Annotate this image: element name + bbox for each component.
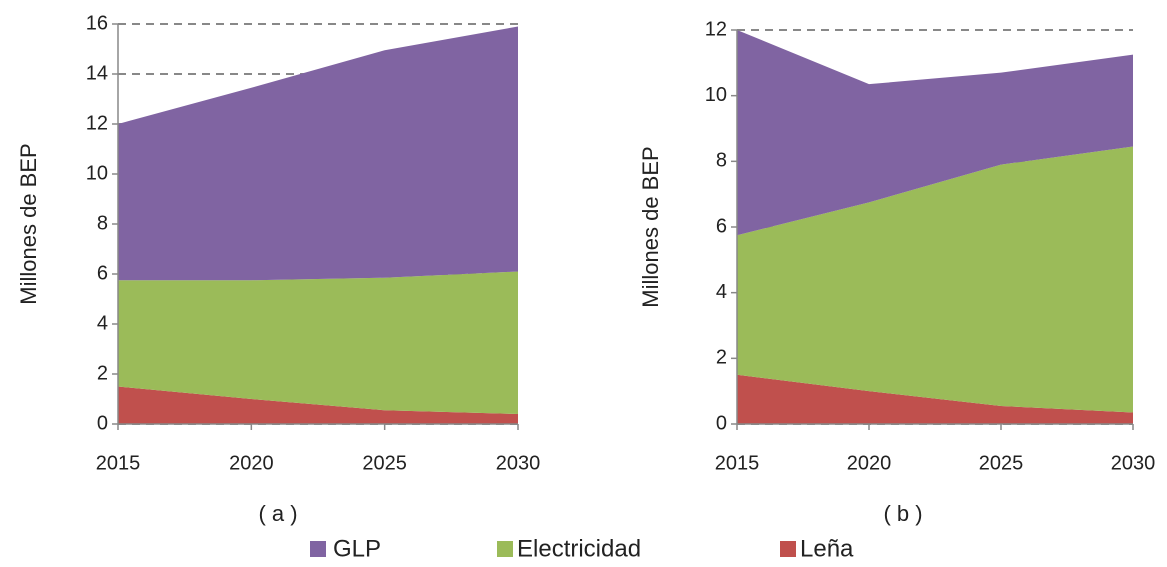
y-tick-label: 6: [716, 215, 727, 237]
x-tick-label: 2030: [496, 452, 541, 474]
legend-swatch: [780, 541, 796, 557]
area: [118, 271, 518, 414]
y-tick-label: 4: [716, 281, 727, 303]
x-tick-label: 2015: [96, 452, 141, 474]
y-tick-label: 0: [97, 412, 108, 434]
y-tick-label: 12: [705, 18, 727, 40]
x-tick-label: 2015: [715, 452, 760, 474]
caption: ( b ): [883, 501, 922, 526]
x-tick-label: 2025: [979, 452, 1024, 474]
y-tick-label: 16: [86, 12, 108, 34]
legend-label: Electricidad: [517, 535, 641, 562]
area: [737, 30, 1133, 236]
y-tick-label: 4: [97, 312, 108, 334]
legend-label: Leña: [800, 535, 854, 562]
caption: ( a ): [258, 501, 297, 526]
y-tick-label: 2: [97, 362, 108, 384]
x-tick-label: 2020: [229, 452, 274, 474]
legend-label: GLP: [333, 535, 381, 562]
area: [118, 26, 518, 281]
x-tick-label: 2030: [1111, 452, 1156, 474]
y-tick-label: 14: [86, 62, 108, 84]
area: [737, 146, 1133, 413]
area: [737, 374, 1133, 424]
y-axis-label: Millones de BEP: [638, 146, 663, 307]
y-tick-label: 10: [705, 84, 727, 106]
x-tick-label: 2025: [362, 452, 407, 474]
x-tick-label: 2020: [847, 452, 892, 474]
legend-swatch: [497, 541, 513, 557]
y-tick-label: 0: [716, 412, 727, 434]
legend-swatch: [310, 541, 326, 557]
y-tick-label: 8: [716, 150, 727, 172]
y-tick-label: 12: [86, 112, 108, 134]
y-tick-label: 2: [716, 347, 727, 369]
y-tick-label: 10: [86, 162, 108, 184]
y-tick-label: 6: [97, 262, 108, 284]
y-tick-label: 8: [97, 212, 108, 234]
y-axis-label: Millones de BEP: [16, 143, 41, 304]
